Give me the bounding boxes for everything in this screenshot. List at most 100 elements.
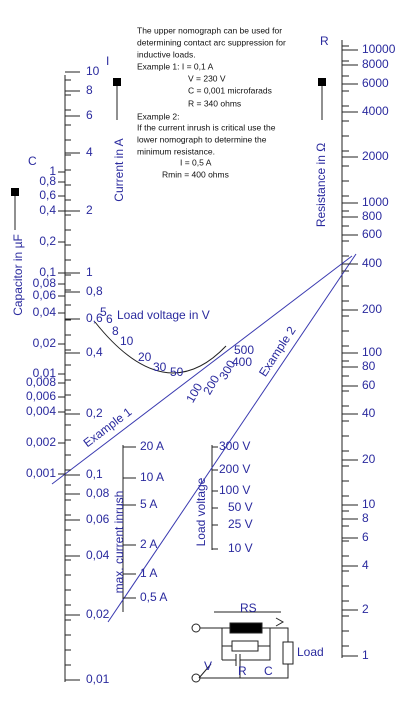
c-label: 0,04 <box>33 305 57 319</box>
inrush-label: 10 A <box>140 470 164 484</box>
r-label: 10 <box>362 497 376 511</box>
c-title: Capacitor in µF <box>11 234 25 316</box>
rs-label: RS <box>240 601 257 615</box>
voltage-label: 300 V <box>219 439 250 453</box>
i-label: 8 <box>86 83 93 97</box>
i-label: 0,04 <box>86 548 110 562</box>
r-label: 800 <box>362 209 382 223</box>
voltage-arc <box>94 321 227 374</box>
arc-label: 6 <box>106 312 113 326</box>
voltage-label: 200 V <box>219 462 250 476</box>
arc-label: 10 <box>120 334 134 348</box>
r-title: Resistance in Ω <box>314 143 328 227</box>
r-label: 60 <box>362 378 376 392</box>
r-comp-label: R <box>238 664 247 678</box>
inrush-label: 1 A <box>140 566 157 580</box>
arc-label: 50 <box>170 365 184 379</box>
r-symbol: R <box>320 34 329 48</box>
i-label: 0,08 <box>86 486 110 500</box>
r-label: 20 <box>362 452 376 466</box>
c-label: 0,008 <box>26 375 56 389</box>
c-comp-label: C <box>264 664 273 678</box>
note-line: lower nomograph to determine the <box>137 134 267 144</box>
r-label: 1 <box>362 648 369 662</box>
i-label: 0,2 <box>86 406 103 420</box>
i-label: 2 <box>86 203 93 217</box>
inrush-label: 0,5 A <box>140 590 167 604</box>
marker <box>318 78 326 86</box>
voltage-title: Load voltage <box>194 477 208 546</box>
inrush-label: 2 A <box>140 537 157 551</box>
r-label: 10000 <box>362 42 396 56</box>
r-label: 1000 <box>362 195 389 209</box>
note-line: V = 230 V <box>188 73 226 83</box>
i-label: 0,1 <box>86 467 103 481</box>
note-line: minimum resistance. <box>137 146 215 156</box>
r-label: 8 <box>362 511 369 525</box>
note-line: inductive loads. <box>137 49 196 59</box>
c-label: 0,02 <box>33 336 57 350</box>
c-label: 0,08 <box>33 276 57 290</box>
inrush-title: max. current inrush <box>112 491 126 594</box>
c-label: 1 <box>49 164 56 178</box>
note-line: C = 0,001 microfarads <box>188 85 272 95</box>
r-label: 2 <box>362 602 369 616</box>
note-line: determining contact arc suppression for <box>137 37 286 47</box>
i-title: Current in A <box>112 138 126 201</box>
voltage-label: 10 V <box>228 541 253 555</box>
c-label: 0,06 <box>33 288 57 302</box>
i-label: 0,01 <box>86 672 110 686</box>
arc-label: 8 <box>112 324 119 338</box>
c-label: 0,001 <box>26 466 56 480</box>
i-label: 4 <box>86 145 93 159</box>
i-symbol: I <box>106 54 109 68</box>
r-label: 6 <box>362 530 369 544</box>
c-label: 0,1 <box>39 265 56 279</box>
i-label: 0,06 <box>86 512 110 526</box>
note-line: Rmin = 400 ohms <box>162 169 229 179</box>
arc-label: 500 <box>234 343 254 357</box>
note-line: Example 2: <box>137 111 180 121</box>
load-label: Load <box>297 645 324 659</box>
r-label: 8000 <box>362 57 389 71</box>
voltage-label: 100 V <box>219 483 250 497</box>
inrush-label: 5 A <box>140 497 157 511</box>
inrush-label: 20 A <box>140 439 164 453</box>
note-line: The upper nomograph can be used for <box>137 25 282 35</box>
v-label: V <box>204 659 212 673</box>
arc-label: 400 <box>232 355 252 369</box>
r-label: 400 <box>362 256 382 270</box>
i-label: 0,6 <box>86 311 103 325</box>
r-label: 4000 <box>362 104 389 118</box>
example-1-line <box>51 255 353 485</box>
arc-label: 30 <box>153 360 167 374</box>
r-label: 200 <box>362 302 382 316</box>
r-label: 100 <box>362 345 382 359</box>
c-label: 0,4 <box>39 203 56 217</box>
arc-label: 5 <box>100 305 107 319</box>
i-label: 0,4 <box>86 345 103 359</box>
voltage-label: 25 V <box>228 517 253 531</box>
i-label: 0,02 <box>86 607 110 621</box>
i-label: 10 <box>86 64 100 78</box>
note-line: If the current inrush is critical use th… <box>137 122 276 132</box>
note-line: I = 0,5 A <box>180 157 212 167</box>
c-label: 0,8 <box>39 174 56 188</box>
c-label: 0,2 <box>39 234 56 248</box>
c-label: 0,004 <box>26 404 56 418</box>
circuit <box>191 611 294 683</box>
r-label: 80 <box>362 359 376 373</box>
r-label: 4 <box>362 558 369 572</box>
i-label: 0,8 <box>86 284 103 298</box>
arc-label: 20 <box>138 350 152 364</box>
r-label: 2000 <box>362 149 389 163</box>
example-2-line <box>107 253 357 623</box>
c-label: 0,6 <box>39 188 56 202</box>
marker <box>11 188 19 196</box>
c-symbol: C <box>28 154 37 168</box>
arc-title: Load voltage in V <box>117 308 210 322</box>
arc-label: 100 <box>183 380 205 405</box>
c-label: 0,006 <box>26 389 56 403</box>
r-label: 600 <box>362 227 382 241</box>
